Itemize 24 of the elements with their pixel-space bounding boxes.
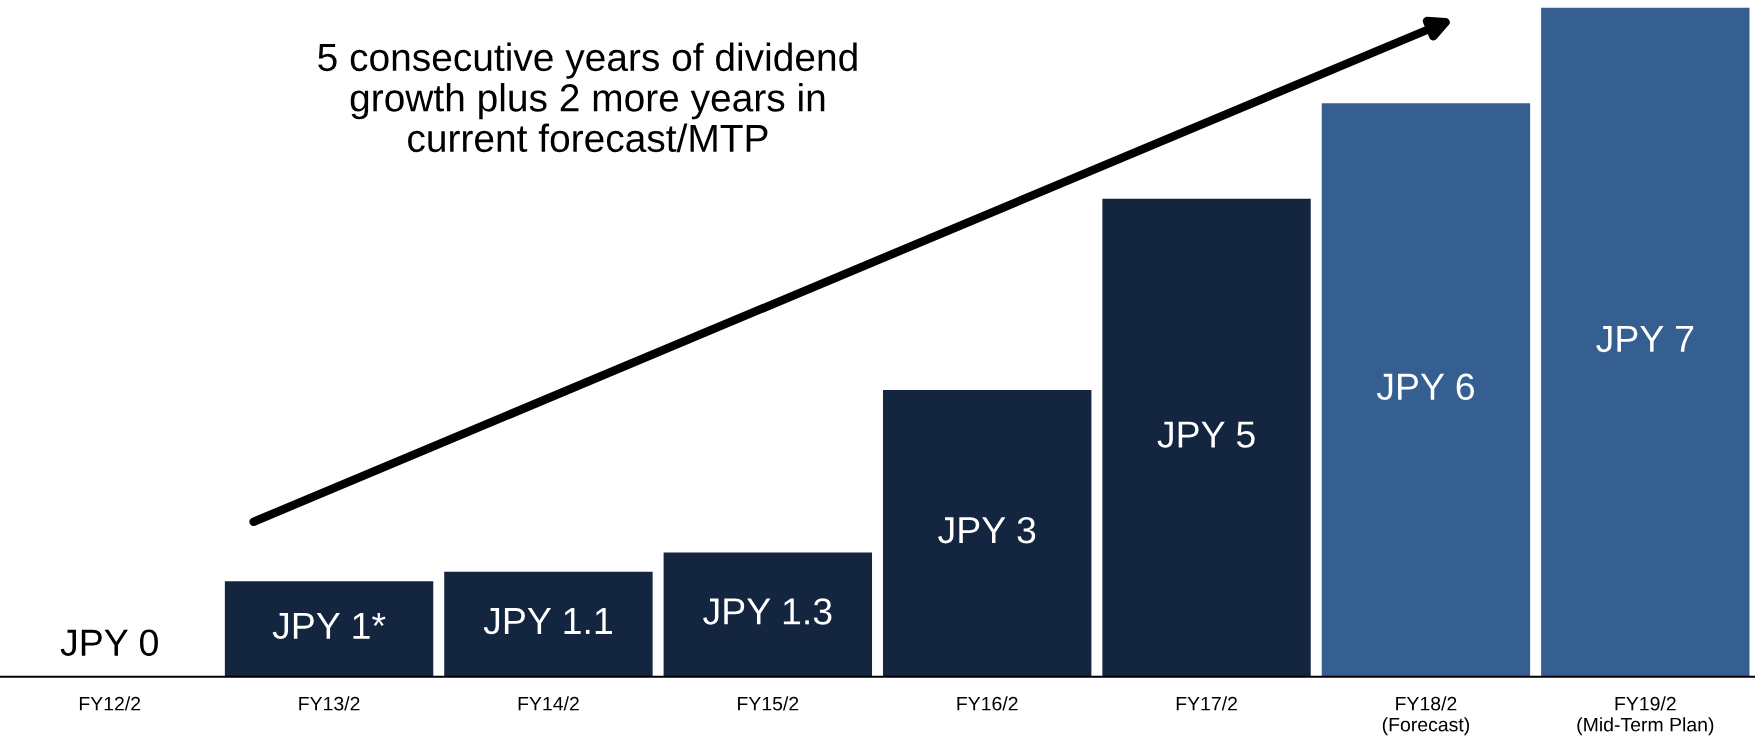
x-tick-label: FY12/2 [79, 696, 141, 711]
x-tick-label: FY13/2 [299, 696, 360, 711]
x-tick-label: FY17/2 [1176, 696, 1237, 711]
x-tick-label: FY16/2 [957, 696, 1018, 711]
bar [1102, 198, 1311, 677]
x-tick-label: FY14/2 [518, 696, 579, 711]
bar [663, 552, 873, 677]
data-label: JPY 1.3 [703, 598, 832, 625]
bar [1541, 7, 1750, 677]
data-label: JPY 0 [60, 629, 158, 656]
x-tick-label: FY18/2 (Forecast) [1382, 696, 1470, 736]
bar [1321, 103, 1531, 677]
annotation: 5 consecutive years of dividend growth plus 2 more years in current forecast/MTP [318, 42, 857, 153]
data-label: JPY 1* [272, 612, 386, 640]
data-label: JPY 7 [1596, 326, 1694, 353]
bar [444, 571, 653, 677]
x-tick-label: FY19/2 (Mid-Term Plan) [1577, 696, 1714, 736]
data-label: JPY 5 [1157, 421, 1255, 448]
data-label: JPY 1.1 [483, 608, 612, 635]
x-tick-label: FY15/2 [738, 696, 799, 711]
data-label: JPY 6 [1376, 373, 1474, 401]
bar [224, 581, 434, 677]
data-label: JPY 3 [938, 516, 1036, 544]
bar [882, 389, 1092, 677]
